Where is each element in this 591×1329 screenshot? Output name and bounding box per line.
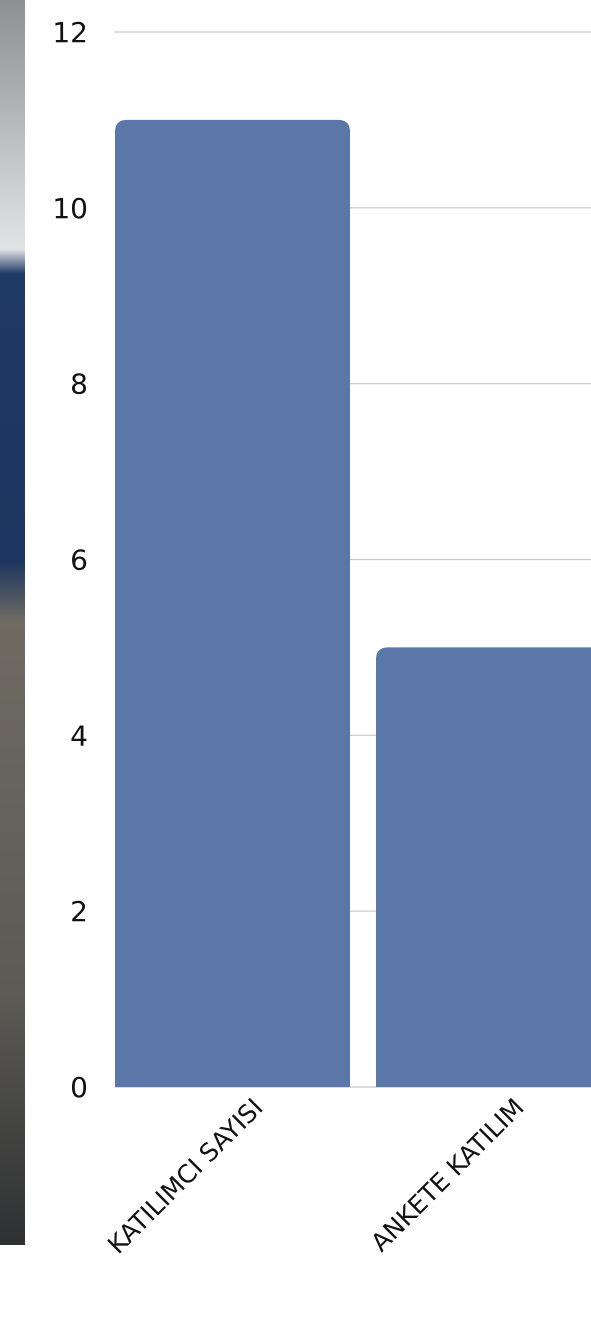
y-tick-label: 6	[70, 544, 88, 577]
bar	[376, 647, 591, 1087]
y-tick-label: 0	[70, 1071, 88, 1104]
y-tick-label: 12	[52, 16, 88, 49]
y-tick-label: 8	[70, 368, 88, 401]
y-tick-label: 2	[70, 895, 88, 928]
bars	[115, 119, 591, 1087]
y-tick-label: 4	[70, 719, 88, 752]
x-tick-label: ANKETE KATILIM	[365, 1093, 530, 1258]
x-tick-label: KATILIMCI SAYISI	[102, 1093, 269, 1260]
y-tick-label: 10	[52, 192, 88, 225]
bar	[115, 119, 350, 1087]
background-photo	[0, 0, 25, 1245]
